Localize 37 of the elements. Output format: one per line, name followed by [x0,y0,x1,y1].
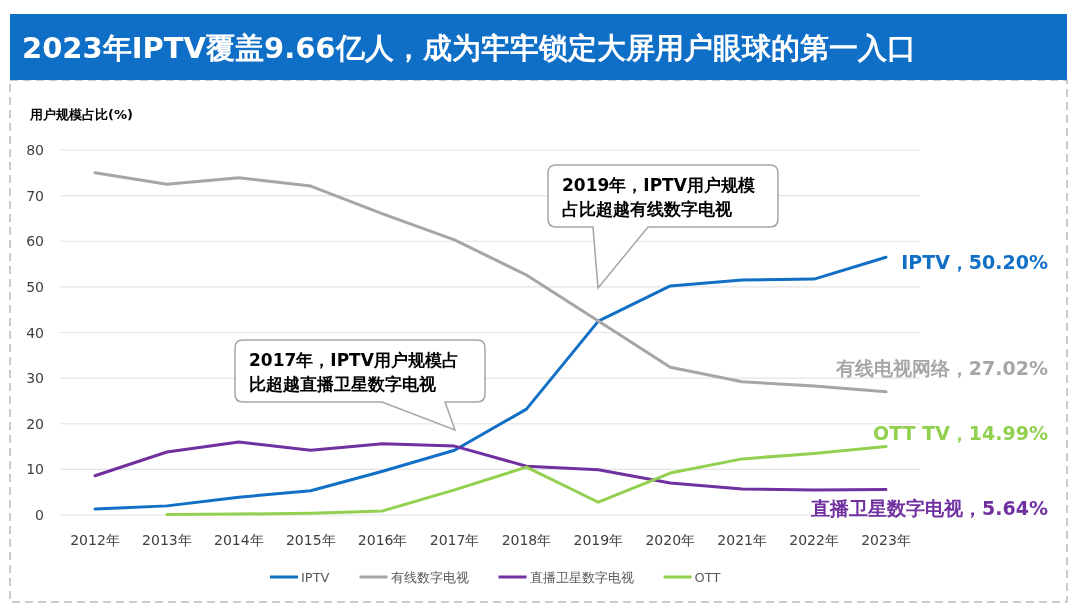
x-tick-label: 2022年 [789,532,839,548]
callout: 2019年，IPTV用户规模占比超越有线数字电视 [547,164,779,289]
x-tick-label: 2014年 [214,532,264,548]
x-tick-label: 2021年 [717,532,767,548]
y-axis-title: 用户规模占比(%) [29,107,133,122]
y-tick-label: 70 [26,187,44,204]
chart-title: 2023年IPTV覆盖9.66亿人，成为牢牢锁定大屏用户眼球的第一入口 [22,31,916,65]
x-tick-label: 2015年 [285,532,336,548]
annotation: 2019年，IPTV用户规模占比超越有线数字电视 [562,175,755,219]
legend-label: OTT [694,570,721,585]
callout: 2017年，IPTV用户规模占比超越直播卫星数字电视 [234,339,486,431]
line-series [165,445,888,517]
legend-label: IPTV [301,570,330,585]
line-series [93,440,888,492]
y-tick-label: 50 [26,278,44,295]
y-tick-label: 80 [26,142,44,158]
x-tick-label: 2013年 [142,532,192,548]
x-tick-label: 2016年 [357,532,408,548]
annotation: 直播卫星数字电视，5.64% [810,497,1048,519]
annotation: 2017年，IPTV用户规模占比超越直播卫星数字电视 [249,350,459,394]
x-tick-label: 2017年 [429,532,480,548]
x-tick-label: 2018年 [501,532,552,548]
annotation: 有线电视网络，27.02% [834,357,1048,379]
y-tick-label: 20 [26,415,44,432]
legend-label: 直播卫星数字电视 [529,570,634,585]
x-tick-label: 2020年 [645,532,696,548]
y-tick-label: 30 [26,370,44,387]
x-tick-label: 2012年 [70,532,120,548]
y-tick-label: 0 [35,507,44,523]
y-tick-label: 60 [26,233,44,250]
x-tick-label: 2019年 [573,532,624,548]
annotation: OTT TV，14.99% [873,422,1048,444]
y-tick-label: 10 [26,461,44,478]
annotation: IPTV，50.20% [901,251,1048,273]
x-tick-label: 2023年 [861,532,911,548]
legend-label: 有线数字电视 [390,570,469,585]
y-tick-label: 40 [26,324,44,341]
